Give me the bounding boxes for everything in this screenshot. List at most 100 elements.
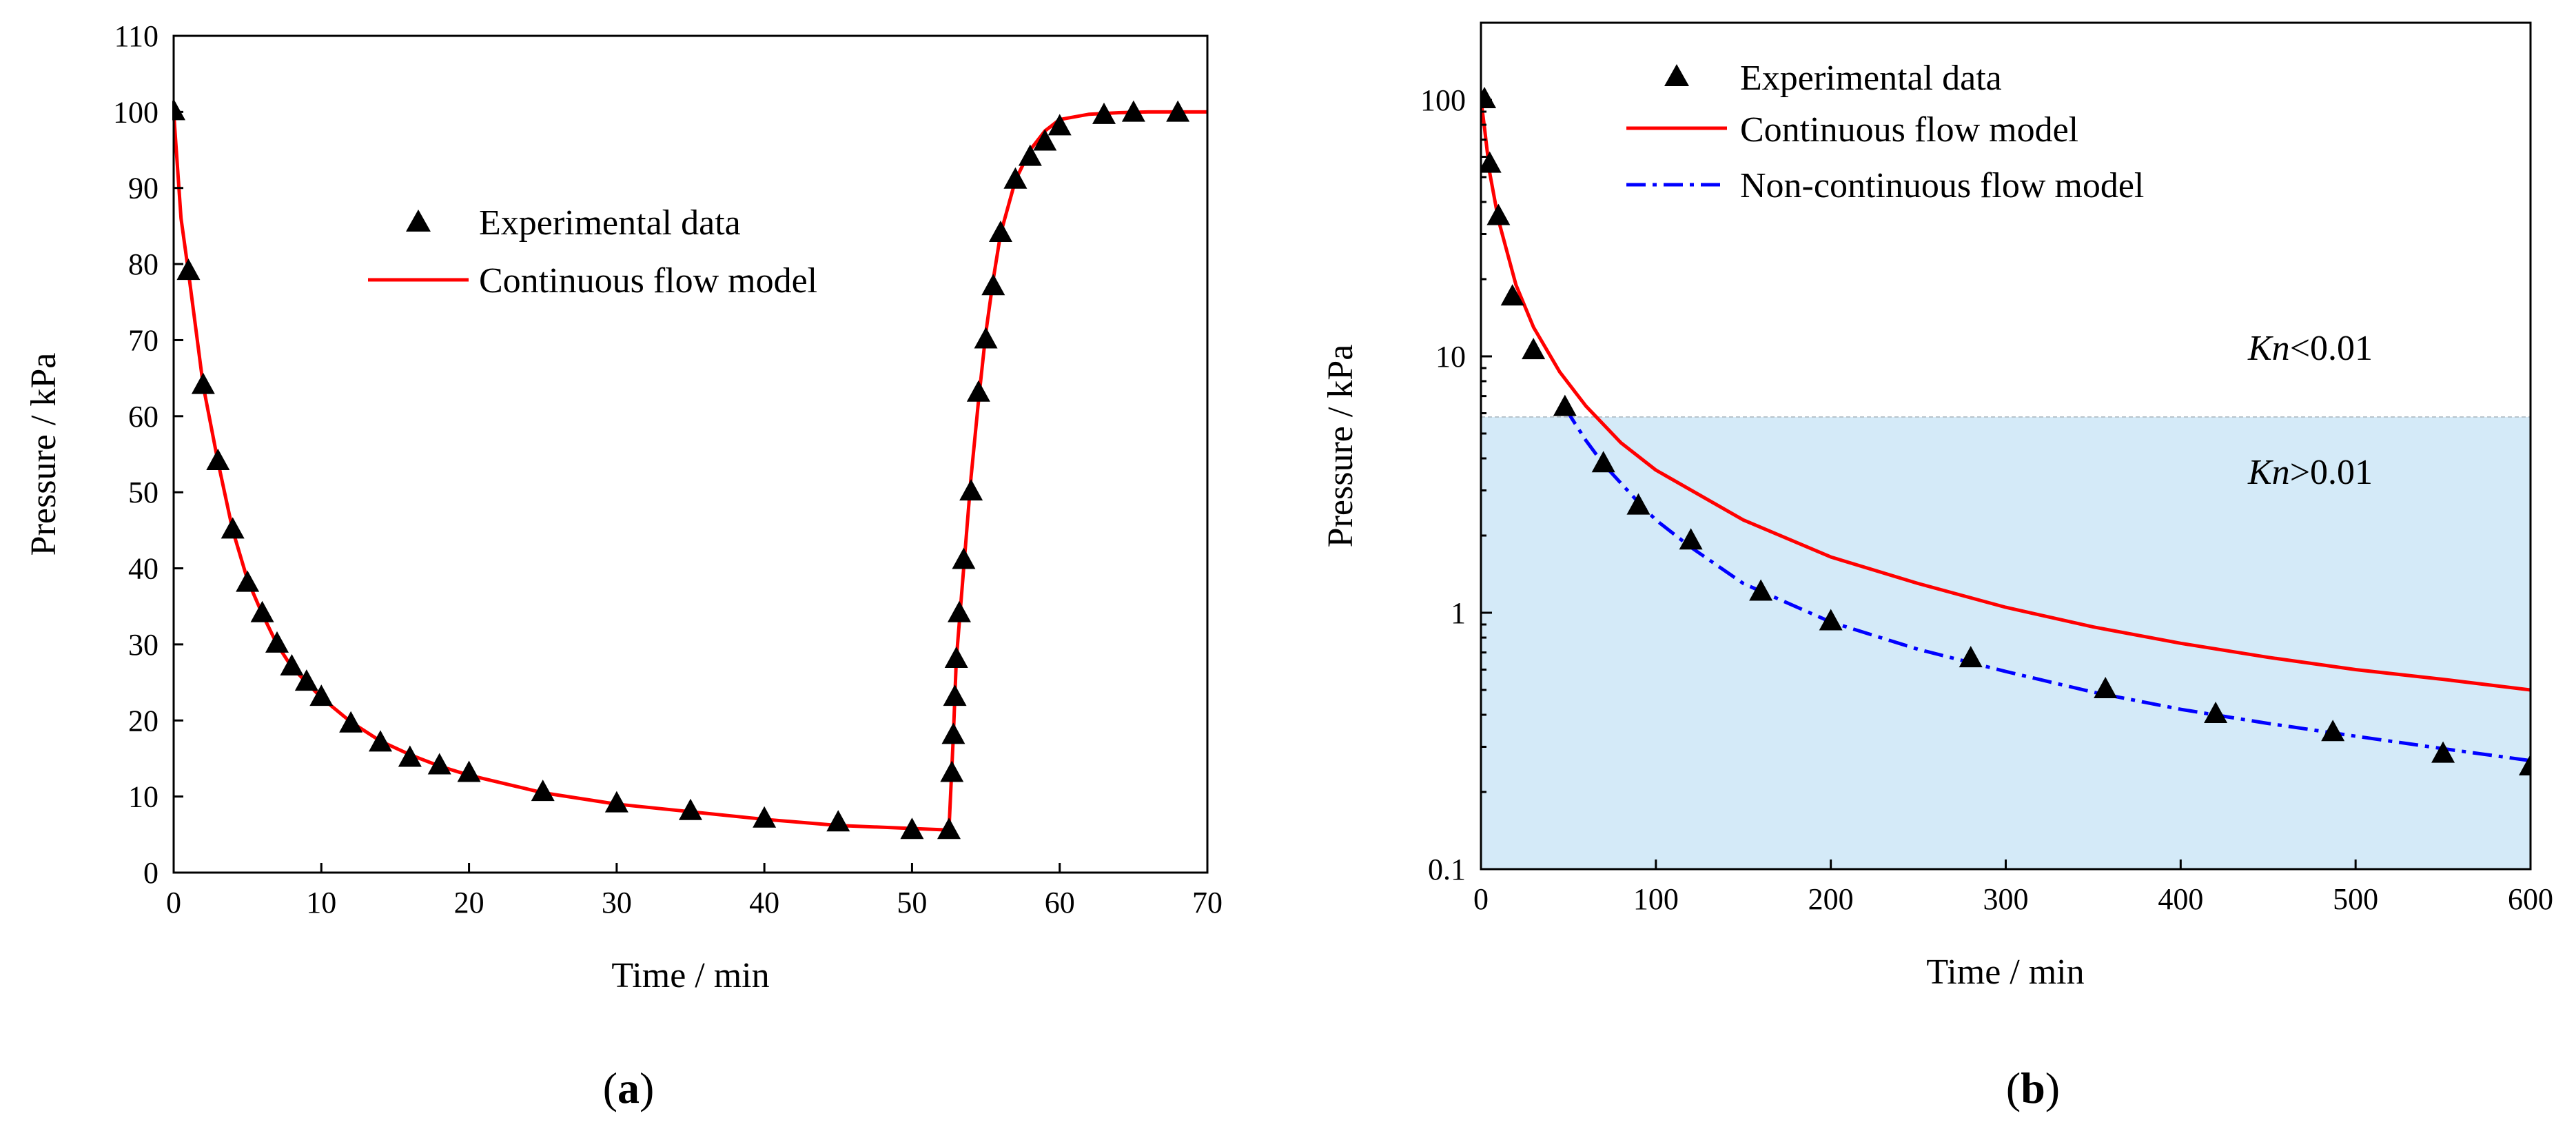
panel-b-annotation-kn-above-italic: Kn [2247, 453, 2290, 492]
panel-a-experimental-point [172, 99, 185, 121]
panel-b-annotation-kn-below-value: <0.01 [2290, 329, 2373, 368]
panel-a-experimental-point [1092, 102, 1116, 124]
panel-b-experimental-point [1749, 579, 1773, 601]
panel-a-experimental-point [974, 327, 998, 349]
panel-b-experimental-point [2094, 676, 2118, 698]
panel-b-y-tick-label: 0.1 [1428, 853, 1466, 886]
panel-a-experimental-point [265, 631, 289, 653]
panel-a-experimental-point [221, 517, 245, 539]
panel-a-experimental-point [1018, 144, 1042, 166]
panel-b-legend-triangle-marker [1664, 64, 1689, 86]
panel-a-experimental-point [941, 722, 965, 744]
panel-a-experimental-point [1166, 100, 1190, 122]
panel-b-legend-entry-continuous: Continuous flow model [1740, 110, 2078, 150]
panel-a-label: (a) [603, 1064, 655, 1112]
panel-a-experimental-point [280, 654, 304, 676]
panel-a-x-tick-label: 0 [166, 886, 181, 919]
panel-a-experimental-point [339, 711, 363, 733]
panel-a-experimental-point [309, 684, 334, 706]
panel-b-annotation-kn-above: Kn>0.01 [2247, 453, 2373, 492]
panel-b-experimental-point [1679, 528, 1703, 550]
panel-a-experimental-point [427, 753, 451, 775]
panel-b-experimental-point [1500, 284, 1524, 306]
panel-a-experimental-point [826, 810, 850, 832]
panel-a-plot-area [172, 99, 1207, 840]
panel-b-y-ticks: 0.1 1 10 100 [1420, 83, 1492, 886]
panel-a-experimental-point [457, 760, 481, 782]
panel-b-annotation-kn-below-italic: Kn [2247, 329, 2290, 368]
panel-a-y-tick-label: 40 [128, 552, 159, 586]
panel-b-y-axis-label: Pressure / kPa [1321, 345, 1360, 548]
panel-a-x-tick-label: 60 [1045, 886, 1075, 919]
panel-b-x-tick-label: 100 [1633, 882, 1679, 916]
panel-a-y-tick-label: 70 [128, 323, 159, 357]
panel-a-experimental-point [398, 745, 422, 767]
panel-b-experimental-point [1959, 646, 1983, 668]
panel-b-experimental-point [2321, 720, 2345, 742]
panel-a-y-axis-label: Pressure / kPa [24, 353, 63, 556]
panel-a-x-tick-label: 40 [749, 886, 779, 919]
panel-b-experimental-point [2519, 753, 2531, 775]
panel-b-experimental-point [2204, 702, 2228, 724]
panel-a-experimental-point [1033, 129, 1057, 151]
panel-a-y-tick-label: 100 [113, 95, 159, 129]
panel-a-experimental-point [989, 220, 1012, 242]
panel-a-experimental-point [206, 449, 230, 471]
panel-a-experimental-point [959, 479, 983, 501]
panel-b-experimental-point [1481, 151, 1502, 173]
panel-a-y-tick-label: 50 [128, 476, 159, 509]
panel-a-x-tick-label: 20 [454, 886, 484, 919]
panel-b-annotation-kn-below: Kn<0.01 [2247, 329, 2373, 368]
panel-b-plot-area [1481, 86, 2531, 775]
panel-a-experimental-point [294, 669, 318, 691]
panel-a-experimental-point [679, 798, 702, 820]
panel-a-x-tick-label: 30 [602, 886, 632, 919]
panel-a-experimental-point [900, 817, 924, 840]
panel-a: 0 10 20 30 40 50 60 70 0 10 20 30 40 50 60 70 80 90 100 11… [24, 19, 1223, 1112]
panel-b-shaded-region [1481, 416, 2531, 869]
panel-a-y-tick-label: 30 [128, 628, 159, 662]
panel-a-experimental-point [191, 372, 215, 394]
panel-a-experimental-point [604, 791, 628, 813]
panel-a-experimental-point [753, 806, 777, 828]
panel-b-experimental-point [1481, 86, 1497, 108]
panel-b-experimental-point [1486, 203, 1511, 225]
panel-b-x-tick-label: 500 [2333, 882, 2378, 916]
panel-a-y-tick-label: 20 [128, 704, 159, 738]
panel-a-experimental-point [944, 646, 968, 668]
panel-a-y-tick-label: 80 [128, 247, 159, 281]
panel-b-y-tick-label: 100 [1420, 83, 1466, 117]
panel-a-experimental-point [1003, 167, 1028, 189]
panel-a-x-tick-label: 10 [306, 886, 336, 919]
panel-a-x-tick-label: 50 [897, 886, 927, 919]
panel-a-experimental-point [1047, 114, 1072, 136]
panel-a-experimental-point [940, 760, 964, 782]
panel-b-x-tick-label: 0 [1473, 882, 1489, 916]
panel-a-label-text: a [617, 1064, 640, 1112]
panel-b-experimental-point [1626, 493, 1650, 515]
panel-a-x-ticks: 0 10 20 30 40 50 60 70 [166, 863, 1223, 919]
panel-b-y-tick-label: 1 [1451, 596, 1466, 630]
panel-b-annotation-kn-above-value: >0.01 [2290, 453, 2373, 492]
panel-a-y-tick-label: 110 [114, 19, 159, 53]
panel-b-experimental-point [1591, 451, 1615, 473]
panel-a-experimental-point [943, 684, 967, 706]
panel-a-experimental-point [966, 380, 990, 402]
panel-a-legend: Experimental data Continuous flow model [368, 203, 817, 301]
panel-a-experimental-point [981, 274, 1005, 296]
panel-b-legend-entry-noncontinuous: Non-continuous flow model [1740, 166, 2144, 205]
panel-a-y-tick-label: 60 [128, 400, 159, 434]
panel-a-experimental-point [952, 547, 976, 569]
panel-b-x-tick-label: 300 [1983, 882, 2029, 916]
panel-b-kn-region-fill [1481, 416, 2531, 869]
panel-b-x-tick-label: 600 [2508, 882, 2553, 916]
panel-b-experimental-point [1819, 609, 1843, 631]
panel-b-experimental-point [1553, 394, 1577, 416]
panel-b-experimental-point [2431, 741, 2455, 763]
panel-b-x-ticks: 0 100 200 300 400 500 600 [1473, 860, 2553, 916]
panel-b: 0 100 200 300 400 500 600 0.1 1 10 100 Time / min… [1321, 21, 2553, 1112]
panel-a-legend-triangle-marker [406, 210, 431, 232]
panel-a-experimental-point [1121, 100, 1145, 122]
panel-a-experimental-point [531, 780, 555, 802]
